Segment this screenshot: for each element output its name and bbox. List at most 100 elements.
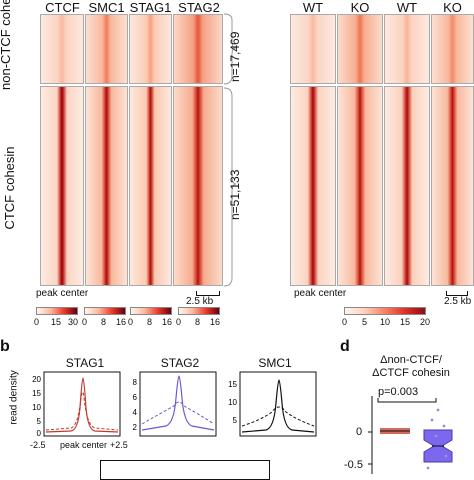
panel-d-title-2: ΔCTCF cohesin — [372, 367, 450, 379]
cb1-tick-0: 0 — [34, 317, 40, 327]
heatmap-stag1-ctcf — [129, 86, 172, 286]
plot2-ytick-0: 2 — [133, 423, 138, 432]
plot1-ytick-1: 5 — [37, 417, 42, 426]
plot-title-stag1: STAG1 — [65, 356, 105, 370]
colorbar-stag1 — [130, 307, 172, 315]
plot2-ytick-2: 6 — [133, 393, 138, 402]
peak-center-label-right: peak center — [294, 288, 347, 299]
cb4-tick-2: 16 — [210, 317, 221, 327]
colorbar-stag2 — [178, 307, 220, 315]
n-top-label: n=17,469 — [228, 31, 242, 82]
panel-d-letter: d — [340, 338, 350, 355]
purple-point — [434, 434, 438, 438]
smc1-curve-dashed — [241, 406, 315, 427]
plot1-ytick-0: 0 — [37, 429, 42, 438]
purple-point — [442, 424, 446, 428]
col-header-ko-2: KO — [443, 0, 462, 15]
read-density-label: read density — [8, 370, 20, 425]
plot3-ytick-1: 10 — [228, 398, 237, 407]
cb3-tick-2: 16 — [162, 317, 173, 327]
plot2-ytick-1: 4 — [133, 408, 138, 417]
scale-bar-right — [446, 291, 468, 296]
scale-bar-label: 2.5 kb — [186, 296, 214, 307]
heatmap-wt2-non-ctcf — [384, 14, 430, 84]
cb-right-tick-0: 0 — [342, 317, 348, 327]
col-header-ctcf: CTCF — [45, 0, 80, 15]
panel-b-letter: b — [0, 338, 10, 355]
heatmap-ko2-non-ctcf — [431, 14, 474, 84]
plot1-xlabel-left: -2.5 — [30, 440, 46, 450]
n-bottom-label: n=51,133 — [228, 169, 242, 220]
col-header-ko-1: KO — [350, 0, 370, 15]
cb3-tick-1: 8 — [147, 317, 153, 327]
plot1-ytick-4: 20 — [32, 375, 41, 384]
cb-right-tick-4: 20 — [420, 317, 431, 327]
cb2-tick-1: 8 — [101, 317, 107, 327]
profile-plots: 0 5 10 15 20 2 4 6 8 5 10 15 — [32, 371, 317, 438]
pvalue-label: p=0.003 — [378, 386, 419, 398]
col-header-stag2: STAG2 — [178, 0, 220, 15]
cb-right-tick-1: 5 — [362, 317, 368, 327]
stag1-curve-dashed — [45, 391, 119, 431]
col-header-stag1: STAG1 — [129, 0, 172, 15]
peak-center-label: peak center — [36, 288, 89, 299]
row-label-ctcf: CTCF cohesin — [2, 146, 17, 230]
scale-bar-label-right: 2.5 kb — [444, 296, 472, 307]
col-header-wt-1: WT — [302, 0, 324, 15]
purple-point — [444, 454, 448, 458]
stag1-curve-solid — [45, 377, 119, 433]
heatmap-ctcf-ctcf — [40, 86, 84, 286]
n-brackets — [223, 13, 237, 287]
panel-d-title-1: Δnon-CTCF/ — [380, 354, 442, 366]
plot3-frame — [239, 371, 317, 437]
colorbar-right — [344, 307, 426, 315]
colorbar-ctcf — [36, 307, 78, 315]
cb1-tick-2: 30 — [68, 317, 79, 327]
panel-d-ytick-0: 0 — [356, 426, 363, 438]
plot1-ytick-2: 10 — [32, 403, 41, 412]
heatmap-wt1-non-ctcf — [290, 14, 336, 84]
purple-point — [436, 408, 440, 412]
col-header-smc1: SMC1 — [88, 0, 125, 15]
heatmap-wt2-ctcf — [384, 86, 430, 286]
stag2-curve-dashed — [141, 401, 215, 425]
stag2-curve-solid — [141, 375, 215, 431]
plot1-ytick-3: 15 — [32, 389, 41, 398]
panel-d-boxplot — [368, 396, 453, 474]
heatmap-stag2-non-ctcf — [173, 14, 223, 84]
plot3-ytick-2: 15 — [228, 380, 237, 389]
heatmap-wt1-ctcf — [290, 86, 336, 286]
cb2-tick-0: 0 — [82, 317, 88, 327]
colorbar-smc1 — [84, 307, 126, 315]
heatmap-stag1-non-ctcf — [129, 14, 172, 84]
scale-bar — [196, 291, 220, 296]
plot1-xlabel-right: +2.5 — [110, 440, 128, 450]
heatmap-ctcf-non-ctcf — [40, 14, 84, 84]
plot2-ytick-3: 8 — [133, 378, 138, 387]
cb4-tick-1: 8 — [195, 317, 201, 327]
plot-title-stag2: STAG2 — [160, 356, 200, 370]
plot-title-smc1: SMC1 — [258, 356, 292, 370]
heatmap-stag2-ctcf — [173, 86, 223, 286]
heatmap-ko1-ctcf — [337, 86, 383, 286]
col-header-wt-2: WT — [396, 0, 418, 15]
cb4-tick-0: 0 — [176, 317, 182, 327]
cb-right-tick-3: 15 — [400, 317, 411, 327]
legend-box — [100, 460, 270, 480]
heatmap-ko1-non-ctcf — [337, 14, 383, 84]
plot1-xlabel-mid: peak center — [60, 440, 108, 450]
panel-d-ytick-1: -0.5 — [344, 459, 363, 471]
purple-point — [426, 466, 430, 470]
cb1-tick-1: 15 — [51, 317, 62, 327]
purple-point — [430, 418, 434, 422]
cb-right-tick-2: 10 — [380, 317, 391, 327]
significance-bracket — [377, 398, 437, 403]
plot1-frame — [43, 371, 121, 437]
cb2-tick-2: 16 — [116, 317, 127, 327]
cb3-tick-0: 0 — [128, 317, 134, 327]
plot3-ytick-0: 5 — [233, 416, 238, 425]
heatmap-smc1-ctcf — [85, 86, 128, 286]
heatmap-ko2-ctcf — [431, 86, 474, 286]
smc1-curve-solid — [241, 379, 315, 433]
row-label-non-ctcf: non-CTCF cohesin — [0, 0, 13, 90]
